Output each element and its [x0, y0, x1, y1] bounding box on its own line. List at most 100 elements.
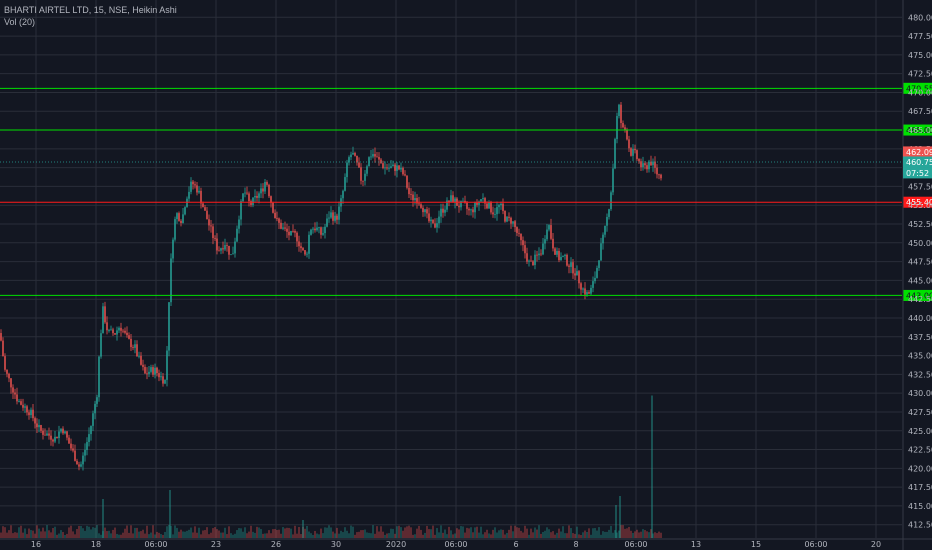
candle-body [432, 219, 434, 224]
candle-body [552, 238, 554, 249]
y-tick-label: 467.50 [908, 107, 932, 116]
volume-bar [22, 532, 24, 538]
volume-legend[interactable]: Vol (20) [4, 17, 36, 27]
volume-bar [570, 528, 572, 538]
candle-body [506, 216, 508, 222]
candle-body [566, 254, 568, 266]
x-tick-label: 2020 [386, 540, 406, 549]
candle-body [462, 200, 464, 202]
y-tick-label: 480.00 [908, 13, 932, 22]
candle-body [10, 378, 12, 388]
volume-bar [264, 533, 266, 538]
volume-bar [18, 527, 20, 538]
volume-bar [190, 527, 192, 538]
candle-body [34, 418, 36, 424]
candle-body [268, 184, 270, 197]
time-axis[interactable]: 16 18 06:00 23 26 30 2020 06:00 6 8 06:00 13 15 06:00… [0, 538, 932, 549]
candle-body [354, 152, 356, 156]
volume-bar [242, 531, 244, 538]
candle-body [108, 330, 110, 331]
symbol-legend[interactable]: BHARTI AIRTEL LTD, 15, NSE, Heikin Ashi [4, 5, 177, 15]
candle-body [204, 207, 206, 211]
candle-body [42, 430, 44, 435]
candle-body [574, 273, 576, 276]
candle-body [232, 253, 234, 255]
candle-body [214, 238, 216, 239]
candle-body [390, 166, 392, 168]
y-tick-label: 470.00 [908, 88, 932, 97]
volume-bar [332, 531, 334, 538]
volume-bar [474, 527, 476, 538]
candle-body [162, 376, 164, 384]
candle-body [622, 122, 624, 128]
volume-bar [542, 531, 544, 538]
horizontal-levels[interactable]: 470.55 465.00 455.40 443.00 [0, 82, 932, 301]
candle-body [132, 347, 134, 348]
volume-bar [634, 531, 636, 538]
volume-bar [392, 528, 394, 538]
volume-bar [274, 528, 276, 538]
candle-body [588, 292, 590, 294]
candle-body [382, 163, 384, 168]
volume-bar [238, 528, 240, 538]
volume-bar [520, 530, 522, 538]
volume-bar [512, 531, 514, 538]
volume-bar [470, 527, 472, 538]
volume-bar [56, 534, 58, 538]
candle-body [398, 165, 400, 170]
volume-bar [16, 532, 18, 538]
candle-body [284, 227, 286, 229]
volume-bar [196, 532, 198, 538]
candle-body [326, 218, 328, 227]
volume-bar [258, 527, 260, 538]
candle-body [526, 253, 528, 262]
candle-body [74, 450, 76, 461]
candle-body [230, 254, 232, 256]
volume-bar [314, 530, 316, 538]
candle-body [542, 243, 544, 255]
candle-body [126, 332, 128, 336]
candle-body [480, 199, 482, 202]
volume-bar [48, 530, 50, 538]
candle-body [202, 203, 204, 208]
volume-bar [630, 530, 632, 538]
candle-body [602, 234, 604, 244]
volume-bar [134, 527, 136, 538]
candle-body [150, 367, 152, 372]
candle-body [554, 248, 556, 255]
candle-body [154, 367, 156, 375]
price-tag [903, 167, 932, 179]
y-tick-label: 465.00 [908, 126, 932, 135]
volume-bar [606, 531, 608, 538]
candle-body [412, 194, 414, 201]
volume-bar [496, 532, 498, 538]
candle-body [242, 193, 244, 202]
candle-body [244, 192, 246, 194]
volume-bar [262, 533, 264, 538]
volume-bar [194, 526, 196, 538]
volume-bar [404, 527, 406, 538]
candle-body [410, 194, 412, 195]
volume-bar [406, 526, 408, 538]
volume-bar [644, 530, 646, 538]
volume-bar [312, 534, 314, 538]
volume-bar [142, 529, 144, 538]
volume-bar [182, 531, 184, 538]
x-tick-label: 23 [211, 540, 221, 549]
candle-body [518, 232, 520, 234]
candle-body [334, 215, 336, 221]
candle-body [56, 436, 58, 439]
candle-body [338, 206, 340, 220]
volume-bar [540, 533, 542, 538]
candle-body [96, 397, 98, 404]
volume-bar [124, 528, 126, 538]
candle-body [514, 221, 516, 228]
volume-bar [458, 529, 460, 538]
candle-body [636, 150, 638, 159]
volume-bar [2, 526, 4, 538]
level-tag [903, 289, 932, 301]
candle-body [46, 433, 48, 436]
volume-bar [530, 528, 532, 538]
volume-bar [628, 526, 630, 538]
